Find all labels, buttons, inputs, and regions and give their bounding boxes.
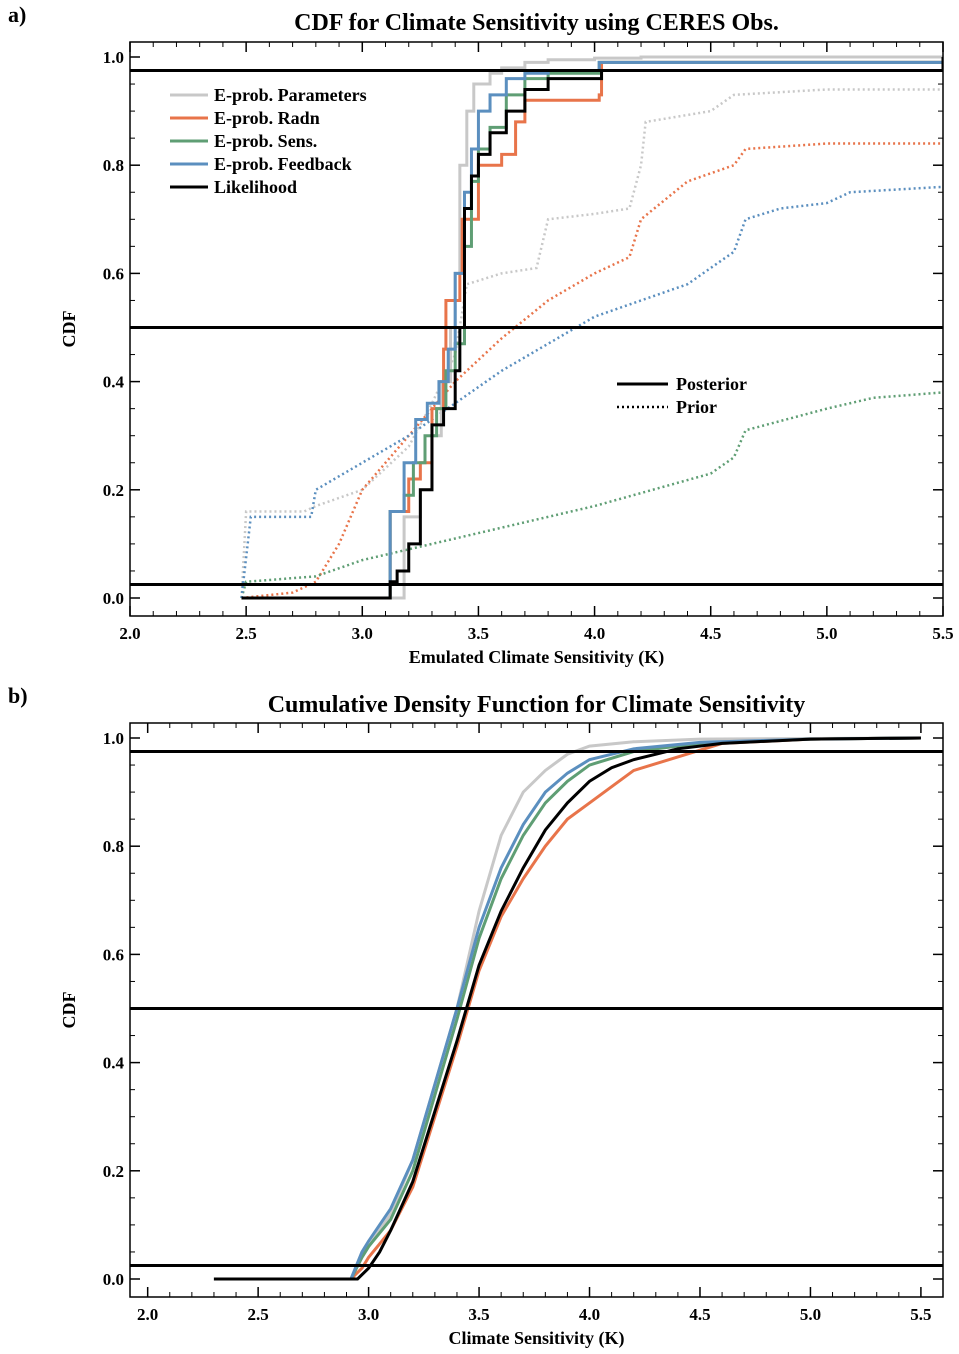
y-tick-label: 0.0: [103, 589, 124, 608]
legend-label: E-prob. Radn: [214, 108, 320, 128]
x-tick-label: 2.5: [236, 624, 257, 643]
y-tick-label: 0.8: [103, 156, 124, 175]
series-line-e-prob-feedback-prior: [240, 185, 943, 599]
series-line-e-prob-radn: [213, 736, 921, 1281]
x-tick-label: 3.0: [358, 1305, 379, 1324]
x-axis-label: Emulated Climate Sensitivity (K): [409, 647, 664, 668]
series-line-e-prob-parameters-prior: [240, 88, 943, 599]
ticks: 2.0 2.5 3.0 3.5 4.0 4.5 5.0 5.5 0.0 0.2 0.4 0.6 0.8 1…: [103, 723, 943, 1324]
style-legend-label: Posterior: [676, 374, 747, 394]
panel-a: a) CDF for Climate Sensitivity using CERE…: [8, 2, 954, 668]
x-tick-label: 5.5: [932, 624, 953, 643]
y-tick-label: 0.8: [103, 837, 124, 856]
y-tick-label: 1.0: [103, 729, 124, 748]
legend-label: E-prob. Sens.: [214, 131, 317, 151]
x-tick-label: 5.5: [910, 1305, 931, 1324]
x-tick-label: 4.0: [584, 624, 605, 643]
x-tick-label: 3.0: [352, 624, 373, 643]
y-tick-label: 0.4: [103, 373, 125, 392]
y-tick-label: 0.6: [103, 264, 124, 283]
y-tick-label: 0.0: [103, 1270, 124, 1289]
chart-title: Cumulative Density Function for Climate …: [268, 692, 806, 718]
chart-title: CDF for Climate Sensitivity using CERES …: [294, 10, 779, 36]
x-tick-label: 2.5: [248, 1305, 269, 1324]
legend-label: E-prob. Parameters: [214, 85, 367, 105]
x-tick-label: 4.0: [579, 1305, 600, 1324]
y-tick-label: 0.4: [103, 1054, 125, 1073]
y-tick-label: 0.2: [103, 1162, 124, 1181]
style-legend-label: Prior: [676, 397, 717, 417]
x-tick-label: 5.0: [816, 624, 837, 643]
series-group: [240, 55, 943, 600]
y-tick-label: 0.6: [103, 945, 124, 964]
x-tick-label: 2.0: [119, 624, 140, 643]
y-tick-label: 0.2: [103, 481, 124, 500]
legend-label: E-prob. Feedback: [214, 154, 352, 174]
ticks: 2.0 2.5 3.0 3.5 4.0 4.5 5.0 5.5 0.0 0.2 0.4 0.6 0.8 1…: [103, 42, 954, 643]
series-line-e-prob-feedback: [213, 736, 921, 1281]
y-tick-label: 1.0: [103, 48, 124, 67]
x-tick-label: 4.5: [689, 1305, 710, 1324]
legend: E-prob. Parameters E-prob. Radn E-prob. Se…: [170, 85, 367, 197]
x-axis-label: Climate Sensitivity (K): [449, 1328, 625, 1349]
x-tick-label: 3.5: [468, 1305, 489, 1324]
y-axis-label: CDF: [59, 311, 79, 348]
legend-label: Likelihood: [214, 177, 297, 197]
x-tick-label: 3.5: [468, 624, 489, 643]
panel-letter: b): [8, 683, 28, 708]
panel-b: b) Cumulative Density Function for Climat…: [8, 683, 944, 1349]
x-tick-label: 2.0: [137, 1305, 158, 1324]
panel-letter: a): [8, 2, 26, 27]
x-tick-label: 4.5: [700, 624, 721, 643]
series-line-e-prob-radn-prior: [241, 142, 943, 600]
style-legend: Posterior Prior: [617, 374, 747, 417]
plot-frame: [129, 41, 944, 617]
plot-frame: [129, 722, 944, 1298]
y-axis-label: CDF: [59, 992, 79, 1029]
series-line-e-prob-sens-prior: [240, 391, 943, 599]
x-tick-label: 5.0: [800, 1305, 821, 1324]
